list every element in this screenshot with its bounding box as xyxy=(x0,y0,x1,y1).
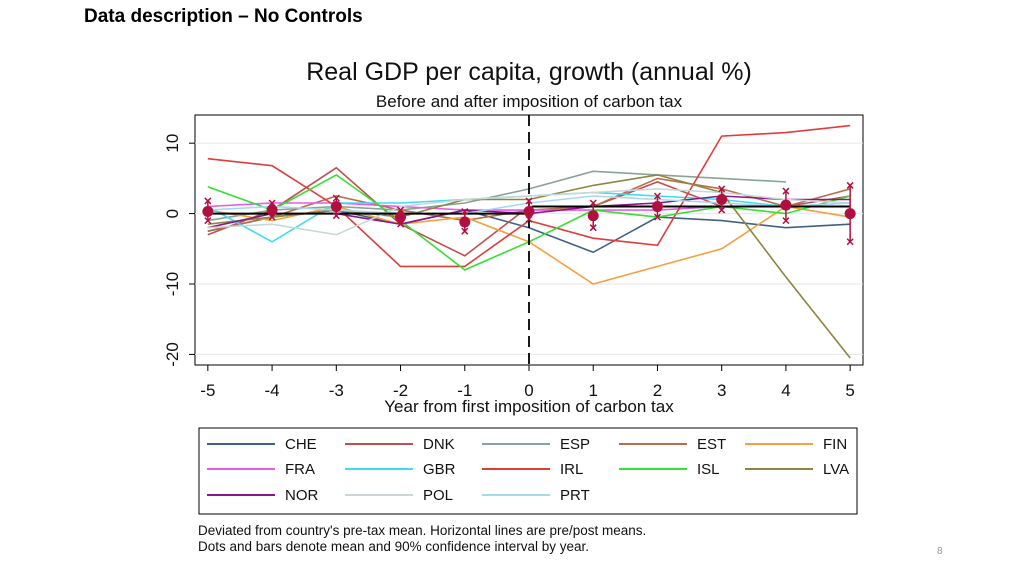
mean-dot xyxy=(844,208,856,220)
legend-label-dnk: DNK xyxy=(423,436,455,453)
x-tick-label: 1 xyxy=(588,381,597,400)
x-tick-label: -2 xyxy=(393,381,408,400)
mean-dot xyxy=(395,211,407,223)
legend-label-prt: PRT xyxy=(560,487,590,504)
x-tick-label: 0 xyxy=(524,381,533,400)
y-tick-label: 0 xyxy=(163,209,182,218)
x-tick-label: 5 xyxy=(845,381,854,400)
chart-subtitle: Before and after imposition of carbon ta… xyxy=(376,92,683,111)
x-tick-label: 3 xyxy=(717,381,726,400)
ci-cap-x xyxy=(461,207,469,216)
page-number: 8 xyxy=(937,546,943,557)
legend-label-gbr: GBR xyxy=(423,461,456,478)
ci-cap-x xyxy=(332,194,340,202)
ci-cap-x xyxy=(525,197,533,205)
ci-cap-x xyxy=(204,197,212,205)
ci-cap-x xyxy=(846,238,854,246)
ci-cap-x xyxy=(782,217,790,225)
y-tick-label: 10 xyxy=(163,134,182,153)
legend: CHE DNK ESP EST FIN FRA GBR IRL ISL LVA NOR POL PRT xyxy=(207,436,849,504)
ci-cap-x xyxy=(332,212,340,220)
mean-dot xyxy=(330,201,342,213)
legend-label-fin: FIN xyxy=(823,436,847,453)
x-tick-label: 4 xyxy=(781,381,790,400)
legend-label-lva: LVA xyxy=(823,461,849,478)
legend-label-nor: NOR xyxy=(285,487,319,504)
legend-label-fra: FRA xyxy=(285,461,315,478)
ci-cap-x xyxy=(653,213,661,221)
ci-cap-x xyxy=(718,185,726,193)
series-line-lva xyxy=(207,174,851,359)
note-line-2: Dots and bars denote mean and 90% confid… xyxy=(198,539,589,554)
pre-post-means xyxy=(207,205,851,215)
ci-cap-x xyxy=(718,206,726,214)
ci-cap-x xyxy=(461,227,469,235)
ci-cap-x xyxy=(653,192,661,200)
mean-dot xyxy=(459,216,471,228)
y-tick-label: -10 xyxy=(163,272,182,297)
slide-title: Data description – No Controls xyxy=(84,6,363,27)
mean-dot xyxy=(651,201,663,213)
legend-box xyxy=(198,427,858,515)
axes: 100-10-20-5 -4 -3 -2 -1 0 1 2 3 4 5 xyxy=(163,134,855,400)
chart-title: Real GDP per capita, growth (annual %) xyxy=(306,58,752,86)
legend-label-pol: POL xyxy=(423,487,453,504)
x-tick-label: -1 xyxy=(457,381,472,400)
ci-cap-x xyxy=(846,181,854,189)
series-line-pol xyxy=(207,188,851,236)
ci-cap-x xyxy=(525,215,533,223)
x-tick-label: -3 xyxy=(329,381,344,400)
x-axis-label: Year from first imposition of carbon tax xyxy=(384,397,674,416)
mean-dot xyxy=(202,205,214,217)
mean-ci-markers xyxy=(202,181,856,246)
legend-label-esp: ESP xyxy=(560,436,590,453)
ci-cap-x xyxy=(589,224,597,232)
x-tick-label: 2 xyxy=(653,381,662,400)
y-tick-label: -20 xyxy=(163,342,182,367)
legend-label-est: EST xyxy=(697,436,726,453)
mean-dot xyxy=(780,199,792,211)
mean-dot xyxy=(716,194,728,206)
mean-dot xyxy=(587,210,599,222)
legend-label-isl: ISL xyxy=(697,461,720,478)
x-tick-label: -4 xyxy=(265,381,280,400)
ci-cap-x xyxy=(589,199,597,207)
note-line-1: Deviated from country's pre-tax mean. Ho… xyxy=(198,523,646,538)
ci-cap-x xyxy=(204,217,212,225)
legend-label-irl: IRL xyxy=(560,461,583,478)
mean-dot xyxy=(266,204,278,216)
x-tick-label: -5 xyxy=(200,381,215,400)
legend-label-che: CHE xyxy=(285,436,317,453)
ci-cap-x xyxy=(782,187,790,195)
mean-dot xyxy=(523,205,535,217)
